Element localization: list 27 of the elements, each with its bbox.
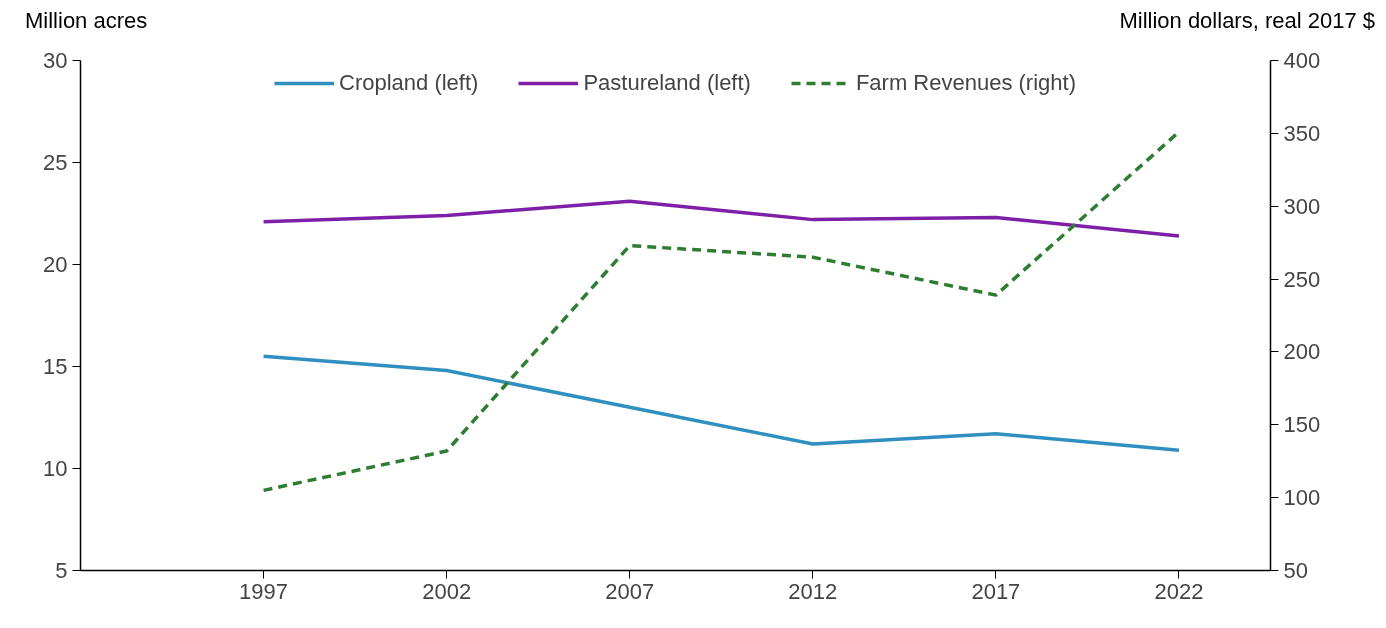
- y2-axis-title: Million dollars, real 2017 $: [1119, 7, 1375, 35]
- y2-tick-label: 400: [1283, 48, 1321, 73]
- y2-tick-label: 100: [1283, 485, 1321, 511]
- y-tick-label: 5: [55, 558, 68, 583]
- y-tick-label: 30: [43, 48, 68, 73]
- line-series: [261, 199, 1181, 238]
- x-tick-label: 2002: [422, 578, 472, 604]
- x-tick-label: 2007: [605, 578, 655, 604]
- y2-tick-label: 200: [1283, 339, 1321, 365]
- y2-tick-label: 250: [1283, 266, 1321, 292]
- y2-tick-label: 50: [1283, 558, 1308, 583]
- legend-label: Cropland (left): [339, 70, 479, 96]
- x-tick-label: 2017: [971, 578, 1021, 604]
- legend-label: Farm Revenues (right): [855, 70, 1076, 96]
- y-axis-title: Million acres: [25, 7, 148, 35]
- x-tick-label: 2022: [1154, 578, 1204, 604]
- y-tick-label: 15: [43, 354, 68, 379]
- y2-tick-label: 150: [1283, 412, 1321, 438]
- y-tick-label: 20: [43, 252, 68, 277]
- x-tick-label: 2012: [788, 578, 838, 604]
- y-tick-label: 10: [43, 456, 68, 481]
- x-tick-label: 1997: [239, 578, 289, 604]
- legend-label: Pastureland (left): [583, 70, 751, 96]
- y2-tick-label: 300: [1283, 193, 1321, 219]
- y2-tick-label: 350: [1283, 120, 1321, 146]
- y-tick-label: 25: [43, 150, 68, 175]
- line-series: [261, 354, 1181, 452]
